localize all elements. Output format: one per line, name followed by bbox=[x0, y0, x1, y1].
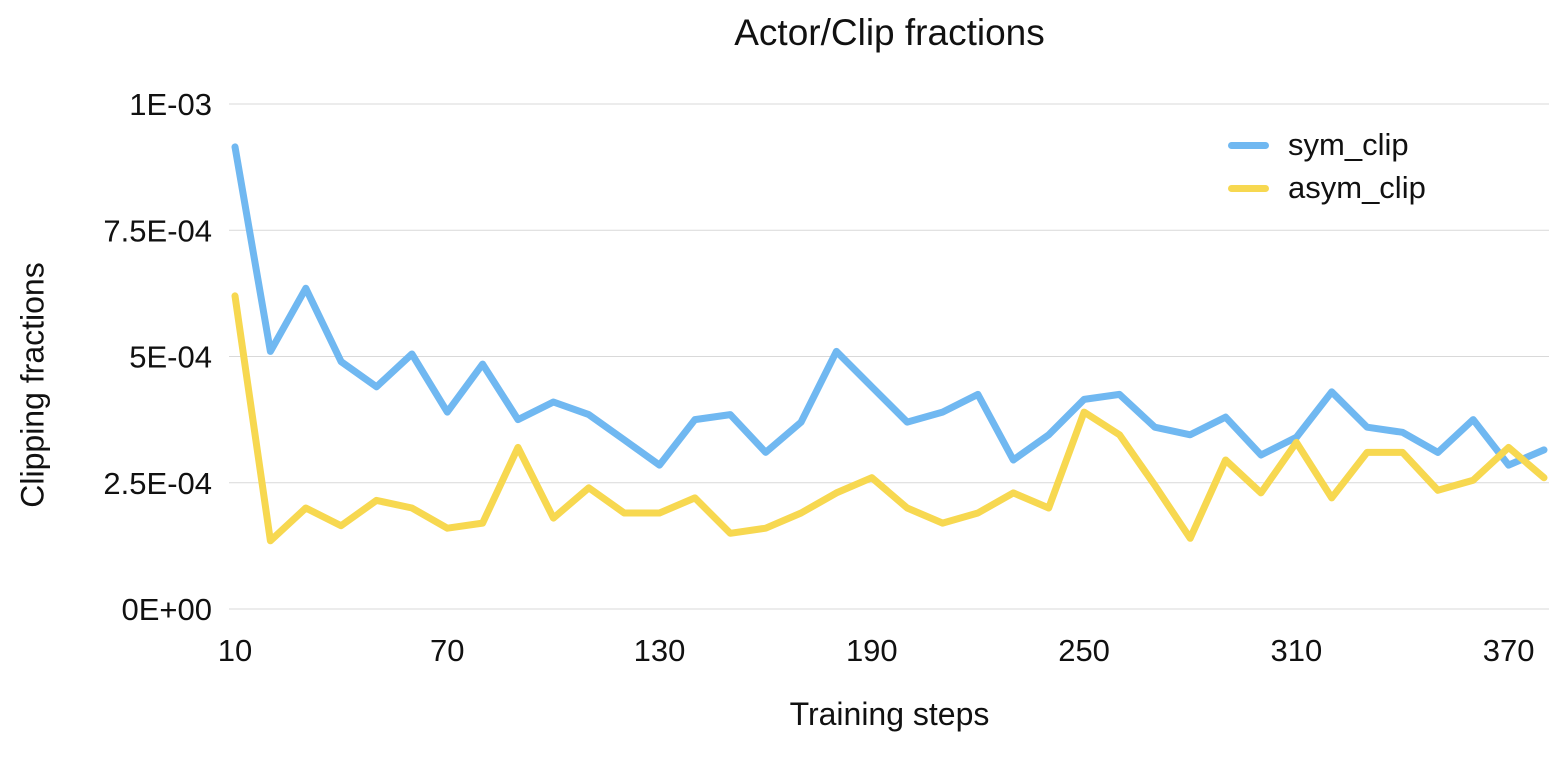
legend: sym_clip asym_clip bbox=[1228, 127, 1426, 205]
asym-clip-line bbox=[231, 292, 1548, 545]
y-tick-7.5E-04: 7.5E-04 bbox=[103, 213, 212, 248]
sym-clip-swatch bbox=[1228, 141, 1269, 149]
x-axis-title: Training steps bbox=[789, 696, 990, 732]
asym-clip-swatch bbox=[1228, 184, 1269, 192]
y-tick-0E+00: 0E+00 bbox=[121, 592, 212, 627]
x-tick-70: 70 bbox=[430, 633, 464, 668]
sym-clip-label: sym_clip bbox=[1288, 127, 1409, 162]
y-tick-5E-04: 5E-04 bbox=[129, 340, 212, 375]
legend-item-asym-clip: asym_clip bbox=[1228, 170, 1426, 205]
y-tick-2.5E-04: 2.5E-04 bbox=[103, 466, 212, 501]
x-tick-130: 130 bbox=[634, 633, 686, 668]
y-tick-1E-03: 1E-03 bbox=[129, 87, 212, 122]
x-tick-10: 10 bbox=[218, 633, 252, 668]
x-tick-310: 310 bbox=[1270, 633, 1322, 668]
asym-clip-label: asym_clip bbox=[1288, 170, 1426, 205]
sym-clip-line bbox=[231, 143, 1548, 469]
x-tick-190: 190 bbox=[846, 633, 898, 668]
legend-item-sym-clip: sym_clip bbox=[1228, 127, 1426, 162]
x-tick-370: 370 bbox=[1483, 633, 1535, 668]
chart-title: Actor/Clip fractions bbox=[734, 12, 1045, 53]
x-tick-250: 250 bbox=[1058, 633, 1110, 668]
